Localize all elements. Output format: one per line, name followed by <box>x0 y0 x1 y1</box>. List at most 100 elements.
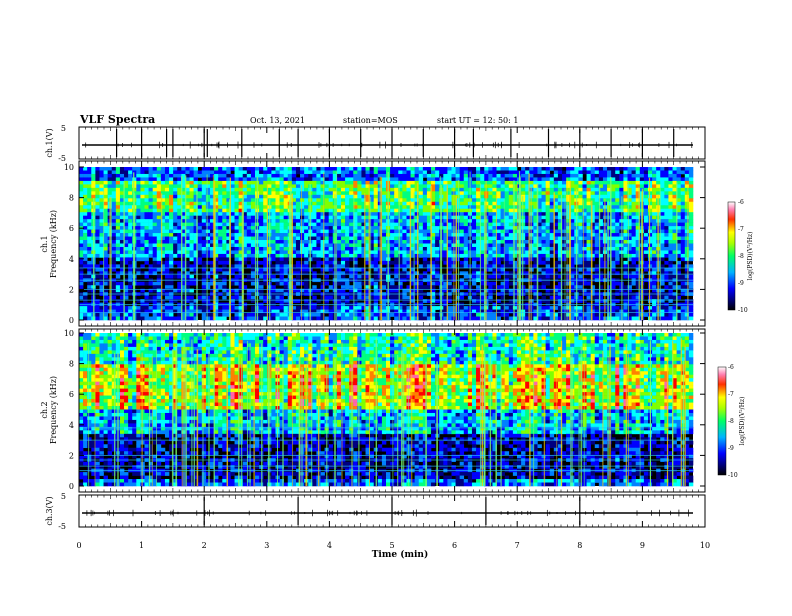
spectrogram-cell <box>668 216 672 220</box>
spectrogram-cell <box>91 188 95 192</box>
spectrogram-cell <box>497 285 501 289</box>
spectrogram-cell <box>312 202 316 206</box>
spectrogram-cell <box>419 170 423 174</box>
spectrogram-cell <box>423 212 427 216</box>
spectrogram-cell <box>664 198 668 202</box>
spectrogram-cell <box>83 275 87 279</box>
spectrogram-cell <box>415 257 419 261</box>
spectrogram-cell <box>341 167 345 171</box>
spectrogram-cell <box>357 205 361 209</box>
spectrogram-cell <box>329 167 333 171</box>
spectrogram-cell <box>128 237 132 241</box>
spectrogram-cell <box>505 261 509 265</box>
spectrogram-cell <box>611 212 615 216</box>
spectrogram-cell <box>83 181 87 185</box>
spectrogram-cell <box>136 205 140 209</box>
spectrogram-cell <box>451 177 455 181</box>
spectrogram-cell <box>374 181 378 185</box>
spectrogram-cell <box>394 195 398 199</box>
spectrogram-cell <box>435 247 439 251</box>
spectrogram-cell <box>87 212 91 216</box>
ch1-ytick-top: 5 <box>61 124 66 133</box>
spectrogram-cell <box>157 244 161 248</box>
spectrogram-cell <box>484 170 488 174</box>
spectrogram-cell <box>304 174 308 178</box>
spectrogram-cell <box>259 285 263 289</box>
spectrogram-cell <box>128 195 132 199</box>
spectrogram-cell <box>116 223 120 227</box>
spectrogram-cell <box>595 188 599 192</box>
spectrogram-cell <box>316 257 320 261</box>
spectrogram-cell <box>476 257 480 261</box>
spectrogram-cell <box>648 184 652 188</box>
spectrogram-cell <box>144 275 148 279</box>
spectrogram-cell <box>652 226 656 230</box>
spectrogram-cell <box>263 167 267 171</box>
spectrogram-cell <box>157 184 161 188</box>
spectrogram-cell <box>497 184 501 188</box>
spectrogram-cell <box>435 237 439 241</box>
spectrogram-cell <box>275 282 279 286</box>
spectrogram-cell <box>296 188 300 192</box>
spectrogram-cell <box>681 219 685 223</box>
spectrogram-cell <box>165 282 169 286</box>
spectrogram-cell <box>648 226 652 230</box>
spectrogram-cell <box>198 205 202 209</box>
spectrogram-cell <box>275 223 279 227</box>
spectrogram-cell <box>337 223 341 227</box>
spectrogram-cell <box>210 167 214 171</box>
spectrogram-cell <box>296 223 300 227</box>
spectrogram-cell <box>382 237 386 241</box>
spectrogram-cell <box>83 240 87 244</box>
spectrogram-cell <box>153 282 157 286</box>
spectrogram-cell <box>243 184 247 188</box>
spectrogram-cell <box>87 223 91 227</box>
spectrogram-cell <box>91 170 95 174</box>
spectrogram-cell <box>546 219 550 223</box>
spectrogram-cell <box>341 237 345 241</box>
spectrogram-cell <box>280 195 284 199</box>
spectrogram-cell <box>521 233 525 237</box>
spectrogram-cell <box>447 223 451 227</box>
spectrogram-cell <box>349 170 353 174</box>
spectrogram-cell <box>497 264 501 268</box>
spectrogram-cell <box>349 198 353 202</box>
spectrogram-cell <box>558 188 562 192</box>
spectrogram-cell <box>488 237 492 241</box>
spectrogram-cell <box>218 184 222 188</box>
spectrogram-cell <box>95 254 99 258</box>
spectrogram-cell <box>341 233 345 237</box>
spectrogram-cell <box>435 170 439 174</box>
spectrogram-cell <box>337 195 341 199</box>
spectrogram-cell <box>165 264 169 268</box>
spectrogram-cell <box>87 264 91 268</box>
spectrogram-cell <box>190 275 194 279</box>
spectrogram-cell <box>472 198 476 202</box>
spectrogram-cell <box>321 271 325 275</box>
spectrogram-cell <box>488 202 492 206</box>
spectrogram-cell <box>615 216 619 220</box>
spectrogram-cell <box>501 188 505 192</box>
spectrogram-cell <box>173 202 177 206</box>
spectrogram-cell <box>108 191 112 195</box>
spectrogram-cell <box>222 209 226 213</box>
spectrogram-cell <box>505 257 509 261</box>
spectrogram-cell <box>95 240 99 244</box>
spectrogram-cell <box>165 181 169 185</box>
spectrogram-cell <box>423 205 427 209</box>
spectrogram-cell <box>464 230 468 234</box>
spectrogram-cell <box>325 250 329 254</box>
spectrogram-cell <box>370 223 374 227</box>
spectrogram-cell <box>149 170 153 174</box>
spectrogram-cell <box>341 198 345 202</box>
spectrogram-cell <box>615 202 619 206</box>
spectrogram-cell <box>271 205 275 209</box>
spectrogram-cell <box>681 167 685 171</box>
spectrogram-cell <box>296 254 300 258</box>
spectrogram-cell <box>165 237 169 241</box>
spectrogram-cell <box>349 174 353 178</box>
spectrogram-cell <box>218 254 222 258</box>
spectrogram-cell <box>345 202 349 206</box>
spectrogram-cell <box>644 240 648 244</box>
spectrogram-cell <box>165 261 169 265</box>
